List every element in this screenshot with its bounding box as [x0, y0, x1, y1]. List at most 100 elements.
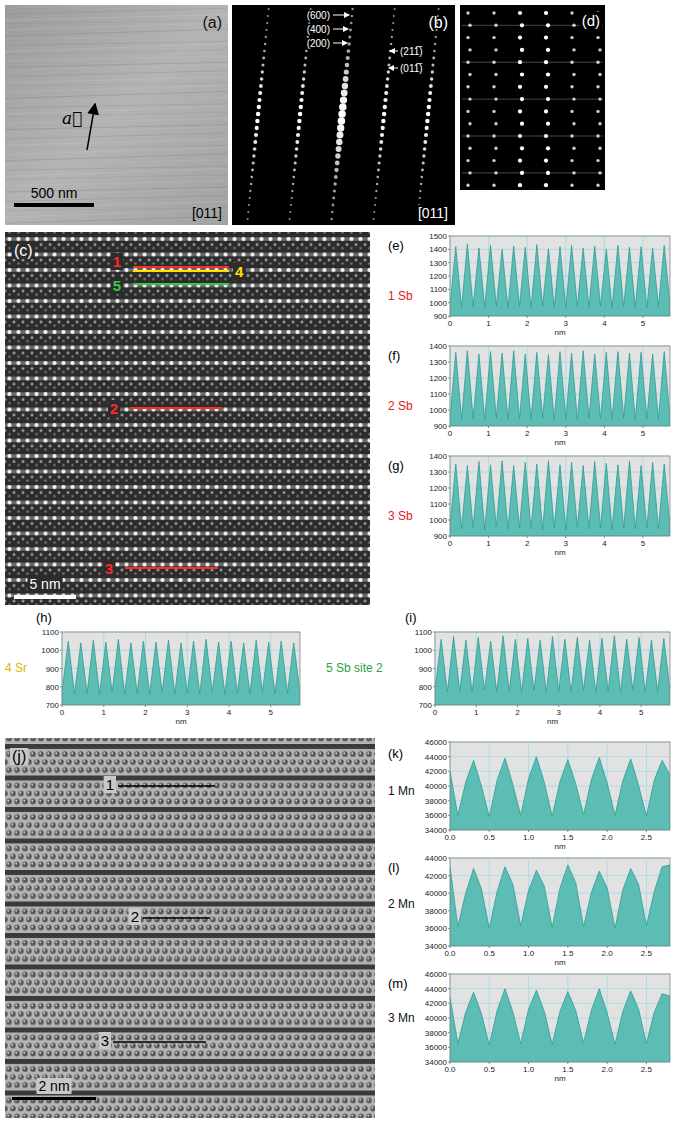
spot: [570, 36, 573, 39]
spot: [333, 189, 336, 192]
label-patch: [305, 38, 332, 49]
intensity-profile: [62, 639, 300, 705]
spot: [379, 140, 383, 144]
spot: [431, 70, 434, 73]
intensity-profile: [450, 351, 670, 426]
tick-label: 2: [525, 429, 530, 438]
tick-label: 42000: [425, 767, 448, 776]
spot: [596, 85, 599, 88]
plot-area: [450, 858, 670, 946]
label-patch: [111, 253, 123, 270]
tick-label: 1100: [430, 285, 448, 294]
panel-c: (c)145235 nm: [5, 232, 370, 605]
spot: [335, 153, 340, 158]
tick-label: 44000: [425, 753, 448, 762]
label: [011]: [192, 205, 222, 221]
label-patch: [10, 748, 28, 765]
label-patch: [233, 263, 246, 280]
spot: [572, 73, 575, 76]
spot: [518, 134, 522, 138]
spot: [249, 197, 251, 199]
spot: [422, 154, 425, 157]
label: 1: [106, 776, 114, 793]
axis-title: nm: [554, 438, 565, 447]
panel-letter: (h): [36, 610, 52, 625]
spot: [518, 36, 522, 40]
plot-frame: [450, 456, 670, 536]
tick-label: 2.5: [641, 949, 653, 958]
label: (a): [202, 14, 222, 31]
streak: [5, 139, 228, 145]
tick-label: 1100: [415, 628, 433, 637]
streak: [5, 85, 228, 92]
profile-chart: 90010001100120013001400012345nm(g)3 Sb: [388, 452, 670, 557]
spot: [337, 132, 344, 139]
tick-label: 2: [515, 708, 520, 717]
label-patch: [416, 205, 450, 221]
spot: [466, 11, 469, 14]
tick-label: 1300: [429, 259, 447, 268]
tick-label: 900: [46, 665, 60, 674]
spot: [373, 218, 375, 220]
spot: [492, 134, 495, 137]
spot: [266, 22, 268, 24]
spot: [250, 183, 252, 185]
spot: [468, 122, 471, 125]
spot: [518, 109, 522, 113]
spot: [570, 159, 573, 162]
streak: [5, 71, 228, 77]
arrow: [333, 29, 348, 30]
streak: [5, 127, 228, 133]
streak: [5, 154, 228, 161]
spot: [252, 154, 255, 157]
spot: [520, 23, 524, 27]
intensity-profile: [450, 461, 670, 536]
tick-label: 1: [486, 319, 491, 328]
tick-label: 1: [486, 539, 491, 548]
spot: [289, 211, 291, 213]
spot: [253, 140, 257, 144]
spot: [420, 183, 422, 185]
spot: [300, 91, 304, 95]
streak: [5, 83, 228, 86]
spot: [572, 97, 575, 100]
tick-label: 36000: [425, 924, 448, 933]
tick-label: 700: [46, 701, 60, 710]
spot: [427, 98, 431, 102]
tick-label: 2: [525, 539, 530, 548]
tick-label: 1.0: [523, 949, 535, 958]
spot: [247, 211, 249, 213]
spot: [346, 56, 350, 60]
tick-label: 3: [556, 708, 561, 717]
spot: [338, 110, 346, 118]
spot: [466, 134, 469, 137]
spot: [351, 15, 354, 18]
spot: [289, 218, 291, 220]
spot: [572, 171, 575, 174]
spot: [342, 83, 348, 89]
spot: [430, 77, 434, 81]
spot: [520, 171, 524, 175]
streak: [5, 145, 228, 148]
spot: [383, 98, 387, 102]
tick-label: 1400: [429, 452, 447, 461]
spot: [261, 70, 264, 73]
tick-label: 0.5: [484, 833, 496, 842]
spot: [298, 112, 302, 116]
spot: [518, 85, 522, 89]
label: (011̅): [400, 63, 423, 74]
panel-letter: (f): [388, 348, 400, 363]
intensity-profile: [450, 244, 670, 316]
spot: [291, 197, 293, 199]
spot: [420, 176, 423, 179]
spot: [351, 8, 354, 11]
streak: [5, 133, 228, 139]
tick-label: 1000: [41, 646, 59, 655]
spot: [427, 105, 431, 109]
spot: [494, 24, 497, 27]
profile-label: 1 Mn: [388, 784, 415, 798]
label: (600): [307, 10, 330, 21]
spot: [258, 91, 262, 95]
spot: [466, 184, 469, 187]
spot: [544, 159, 548, 163]
